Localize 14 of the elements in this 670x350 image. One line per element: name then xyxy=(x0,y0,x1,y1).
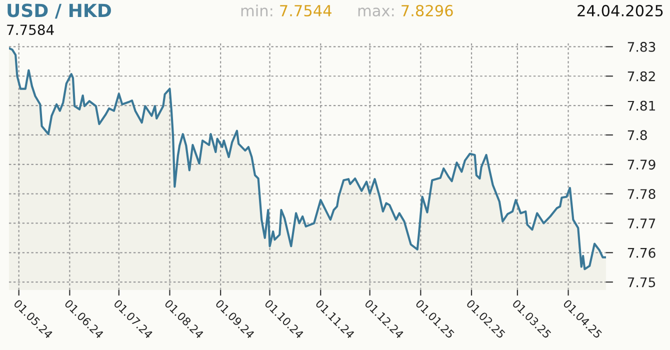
text: min: 7.7544 xyxy=(241,4,332,16)
chart-title: USD / HKD xyxy=(8,4,111,19)
y-tick-label: 7.8 xyxy=(628,130,647,140)
text: 7.7584 xyxy=(7,24,54,36)
y-tick-label: 7.77 xyxy=(628,218,656,228)
y-tick-label: 7.81 xyxy=(628,100,655,111)
text: max: 7.8296 xyxy=(358,4,453,16)
y-tick-label: 7.78 xyxy=(628,189,656,199)
y-tick-label: 7.75 xyxy=(628,277,656,288)
y-tick-label: 7.79 xyxy=(628,160,656,170)
y-tick-label: 7.82 xyxy=(628,71,655,82)
y-tick-label: 7.83 xyxy=(628,42,656,52)
text: 24.04.2025 xyxy=(578,4,663,16)
y-tick-label: 7.76 xyxy=(628,248,656,258)
